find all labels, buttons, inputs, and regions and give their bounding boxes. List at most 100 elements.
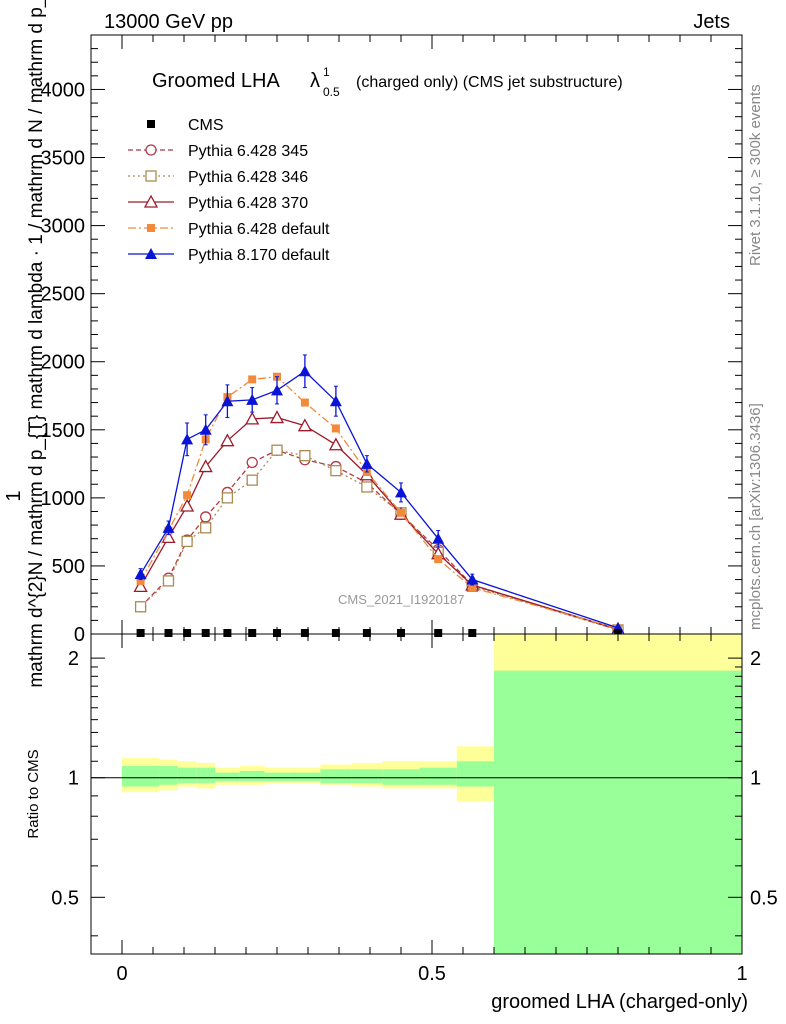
series-line-3 [140,376,619,630]
title-main: Groomed LHA [152,70,280,92]
header-left: 13000 GeV pp [104,11,233,33]
series-point-4 [246,393,259,405]
cms-data-point [331,629,340,637]
cms-data-point [248,629,257,637]
main-y-axis: 0 500 1000 1500 2000 2500 3000 3500 4000 [41,34,743,646]
legend-label: Pythia 6.428 370 [188,195,308,212]
series-point-3 [397,508,405,517]
series-point-1 [246,474,258,486]
series-point-4 [395,486,407,498]
cms-data-point [136,629,145,637]
ratio-green-band [196,767,215,783]
series-point-2 [180,498,195,512]
series-line-4 [140,370,619,629]
ratio-y-tick-label-right: 2 [750,648,761,670]
main-y-tick-label: 3500 [41,148,86,170]
series-point-1 [134,601,147,613]
side-mcplots-label: mcplots.cern.ch [arXiv:1306.3436] [747,403,764,630]
series-point-4 [329,395,342,407]
main-y-tick-label: 2000 [41,352,86,374]
main-y-tick-label: 1000 [41,488,86,510]
main-y-tick-label: 4000 [41,79,86,101]
ratio-green-band [382,769,420,785]
y-label-dn: mathrm d^{2}N / mathrm d p_{T} mathrm d … [26,0,47,688]
title-subscript: 0.5 [323,85,340,99]
series-point-2 [220,433,235,447]
series-point-3 [468,583,477,592]
ratio-green-band [239,770,265,782]
cms-data-point [223,629,232,637]
series-point-0 [246,456,258,469]
ratio-green-band [419,767,457,785]
ratio-green-band [264,772,290,782]
ratio-plot-frame [90,633,743,955]
series-point-3 [331,424,340,433]
series-point-1 [221,492,234,504]
cms-data-point [201,629,210,637]
ratio-y-tick-label: 2 [68,648,79,670]
series-point-2 [297,418,312,432]
main-y-tick-label: 0 [74,624,85,646]
legend-label: Pythia 6.428 346 [188,169,308,186]
cms-data-point [434,629,443,637]
series-point-2 [328,437,343,451]
ratio-y-tick-label-right: 0.5 [750,887,778,909]
cms-data-point [273,629,281,637]
x-axis-label: groomed LHA (charged-only) [491,991,748,1013]
series-point-4 [162,521,175,533]
series-point-1 [299,450,311,462]
cms-data-point [397,629,405,637]
title-superscript: 1 [323,65,330,79]
x-tick-label: 0 [116,963,127,985]
series-point-4 [432,532,445,544]
series-point-4 [221,395,234,407]
series-point-1 [181,535,193,548]
series-point-3 [136,576,145,585]
series-point-4 [360,457,373,469]
series-point-1 [330,464,342,477]
legend-marker [147,224,155,232]
legend-marker [145,170,157,182]
ratio-green-band [351,769,383,783]
title-symbol: λ [310,70,320,92]
legend-marker [147,120,155,128]
main-y-tick-label: 3000 [41,216,86,238]
series-layer [133,354,626,636]
series-point-4 [298,365,311,377]
legend-label: CMS [188,117,224,134]
legend-label: Pythia 8.170 default [188,247,330,264]
legend-marker [145,248,157,259]
ratio-green-band [494,670,742,954]
series-point-4 [466,573,479,585]
series-line-2 [140,416,619,630]
cms-data-point [468,629,477,637]
series-point-2 [198,459,213,473]
main-y-tick-label: 2500 [41,284,86,306]
legend-marker [145,144,157,156]
cms-data-point [164,629,173,637]
ratio-green-band [122,766,160,787]
ratio-bands [122,634,742,954]
ratio-green-band [215,772,240,782]
series-point-1 [271,444,283,456]
ratio-y-tick-label: 1 [68,768,79,790]
cms-data-point [362,629,371,637]
main-plot-panel: 0 500 1000 1500 2000 2500 3000 3500 4000 Groomed… [41,34,743,646]
ratio-x-axis: 0 0.5 1 [116,634,748,985]
series-point-3 [183,491,192,500]
series-point-1 [162,575,175,587]
legend: CMS Pythia 6.428 345 Pythia 6.428 346 Pythi… [128,117,330,264]
ratio-green-band [289,772,321,782]
main-y-label: 1 mathrm d^{2}N / mathrm d p_{T} mathrm … [3,0,47,688]
legend-label: Pythia 6.428 345 [188,143,308,160]
watermark: CMS_2021_I1920187 [338,592,465,607]
series-point-1 [200,522,212,534]
ratio-green-band [456,761,494,787]
cms-data-layer [136,629,622,637]
main-y-tick-label: 1500 [41,420,86,442]
series-point-1 [361,481,373,493]
series-point-0 [200,511,212,523]
cms-data-point [614,629,622,637]
series-point-3 [434,555,443,564]
